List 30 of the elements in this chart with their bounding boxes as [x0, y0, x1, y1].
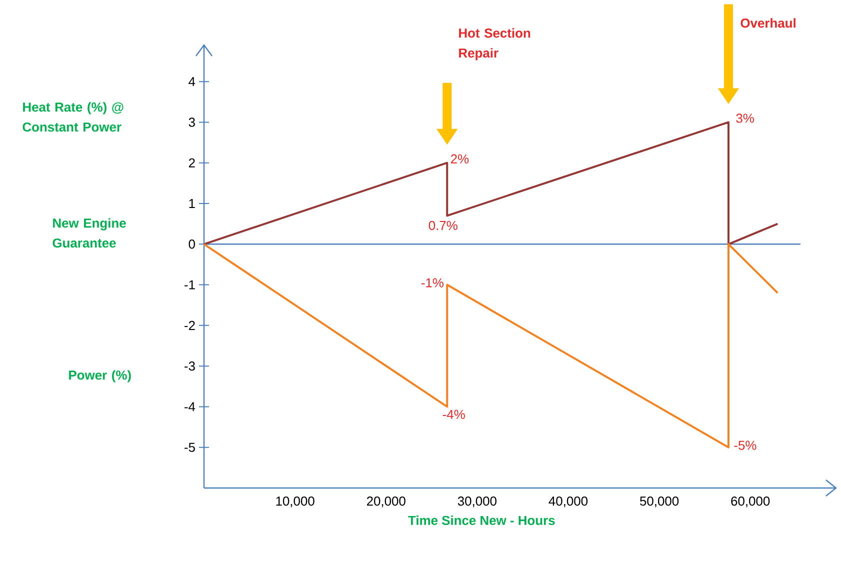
y-tick-label: 0 [188, 240, 195, 249]
y-tick-label: -5 [184, 442, 195, 452]
text: Power (%) [69, 370, 131, 382]
text: Overhaul [740, 18, 796, 28]
y-tick-label: 4 [188, 77, 196, 86]
x-tick-label: 30,000 [458, 496, 496, 508]
x-axis-title: Time Since New - Hours [408, 516, 555, 526]
x-tick-label: 50,000 [640, 496, 679, 508]
x-tick-label: 20,000 [366, 496, 406, 508]
y-tick-label: -2 [184, 320, 195, 330]
data-label: -5% [734, 440, 756, 450]
data-label: 3% [736, 114, 754, 123]
y-tick-label: 3 [188, 118, 195, 127]
text: New Engine Guarantee [52, 218, 126, 248]
data-label: 0.7% [428, 220, 458, 230]
data-label: -1% [421, 278, 444, 288]
y-tick-label: 2 [188, 158, 195, 168]
y-tick-label: -4 [184, 402, 196, 412]
line-series [203, 121, 779, 246]
x-tick-label: 40,000 [548, 496, 588, 508]
x-tick-label: 10,000 [276, 496, 314, 508]
y-tick-label: 1 [189, 199, 195, 208]
y-tick-label: -1 [184, 280, 195, 290]
line-series [203, 243, 779, 448]
annotation: Hot Section Repair [459, 28, 530, 60]
text: Heat Rate (%) @ Constant Power [22, 102, 124, 132]
x-tick-label: 60,000 [731, 496, 770, 508]
data-label: 2% [450, 154, 469, 164]
data-label: -4% [442, 410, 465, 419]
y-tick-label: -3 [184, 361, 195, 371]
